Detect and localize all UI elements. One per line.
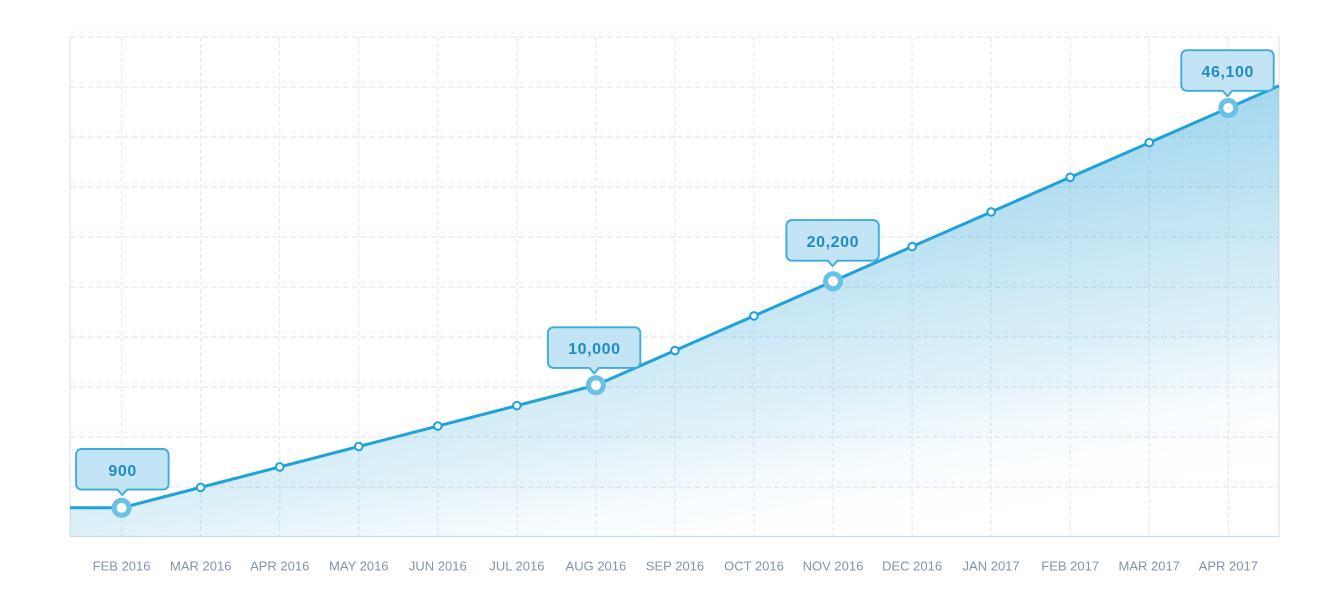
svg-text:10,000: 10,000: [568, 341, 621, 358]
svg-text:46,100: 46,100: [1202, 64, 1255, 81]
svg-text:MAY 2016: MAY 2016: [329, 559, 389, 574]
svg-text:AUG 2016: AUG 2016: [566, 559, 627, 574]
svg-text:900: 900: [108, 463, 137, 480]
svg-text:MAR 2017: MAR 2017: [1118, 559, 1179, 574]
svg-text:20,200: 20,200: [807, 234, 860, 251]
svg-text:OCT 2016: OCT 2016: [724, 559, 784, 574]
svg-text:DEC 2016: DEC 2016: [882, 559, 942, 574]
svg-text:FEB 2017: FEB 2017: [1041, 559, 1099, 574]
svg-text:FEB 2016: FEB 2016: [93, 559, 151, 574]
svg-text:NOV 2016: NOV 2016: [803, 559, 864, 574]
svg-text:APR 2017: APR 2017: [1199, 559, 1258, 574]
svg-text:MAR 2016: MAR 2016: [170, 559, 231, 574]
svg-text:JUL 2016: JUL 2016: [489, 559, 544, 574]
svg-text:SEP 2016: SEP 2016: [646, 559, 704, 574]
svg-text:JAN 2017: JAN 2017: [963, 559, 1020, 574]
svg-text:APR 2016: APR 2016: [250, 559, 309, 574]
svg-text:JUN 2016: JUN 2016: [409, 559, 467, 574]
